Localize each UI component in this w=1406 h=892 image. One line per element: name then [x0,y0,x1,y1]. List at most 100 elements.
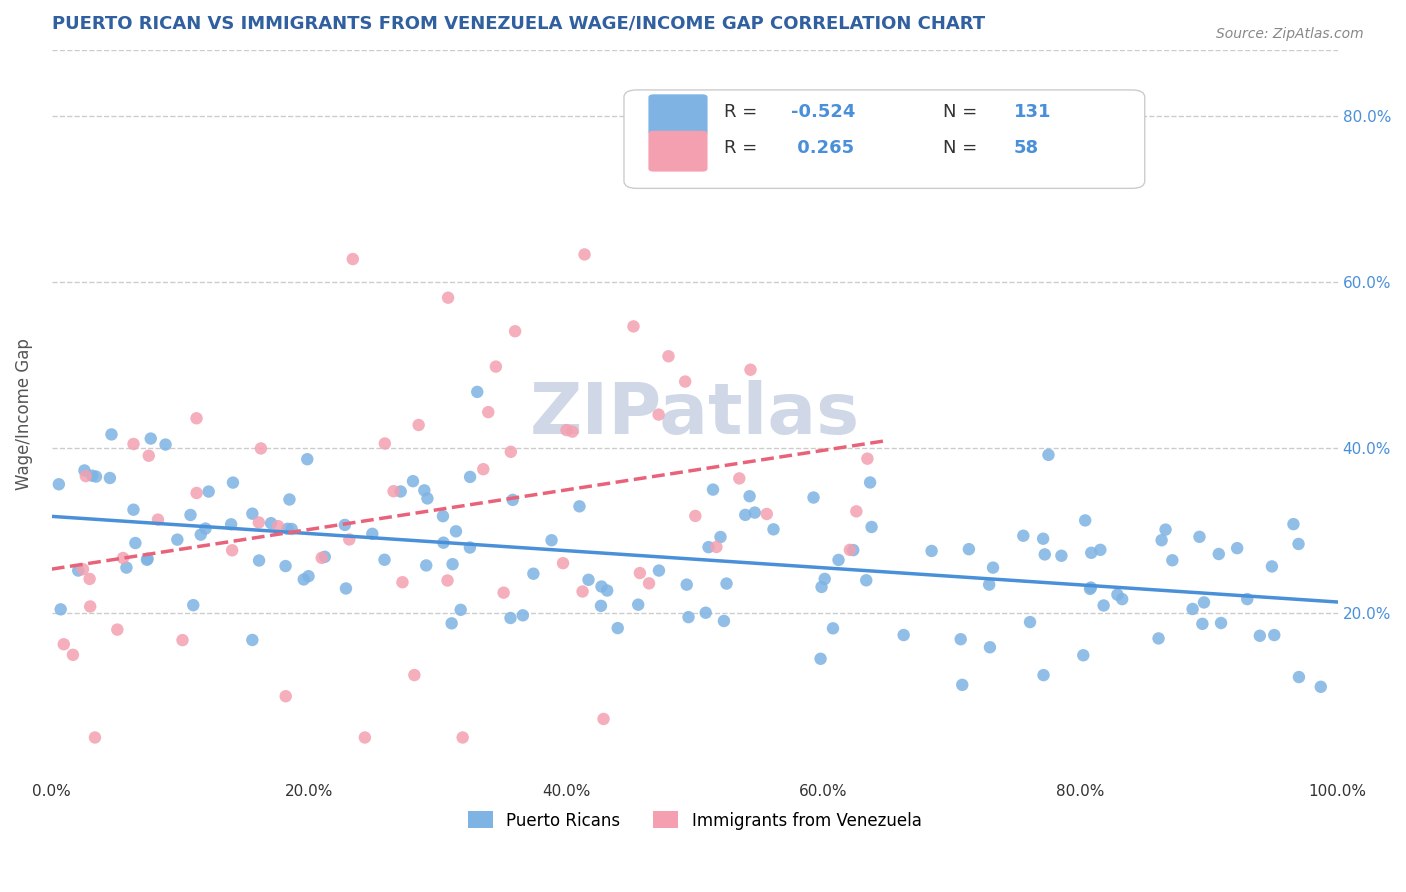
Point [82,468,104,483]
Point [190,527,212,541]
Point [860,520,883,534]
Point [314,549,336,564]
Point [981,560,1004,574]
Point [596,583,619,598]
Point [1209,615,1232,630]
Point [623,319,645,334]
Text: 58: 58 [1014,139,1039,157]
Point [311,550,333,565]
Point [1161,553,1184,567]
Point [1226,541,1249,556]
Point [297,569,319,583]
Point [702,483,724,497]
Point [1150,533,1173,548]
Point [578,573,600,587]
Point [1288,670,1310,684]
Point [950,678,973,692]
Point [52,637,75,651]
Point [589,599,612,613]
Point [1090,542,1112,557]
Point [979,640,1001,655]
Text: Source: ZipAtlas.com: Source: ZipAtlas.com [1216,27,1364,41]
Point [100,427,122,442]
Point [222,475,245,490]
Point [561,425,583,439]
Point [49,602,72,616]
Point [267,519,290,533]
Point [444,524,467,539]
Point [247,516,270,530]
Point [827,553,849,567]
Point [1236,592,1258,607]
Point [98,471,121,485]
Point [838,542,860,557]
Point [48,477,70,491]
Point [1032,532,1054,546]
Text: 131: 131 [1014,103,1052,120]
Point [949,632,972,647]
Point [1261,559,1284,574]
Point [389,484,412,499]
Point [247,553,270,567]
Point [361,526,384,541]
Point [678,610,700,624]
Point [441,557,464,571]
Point [437,291,460,305]
Point [1191,616,1213,631]
Point [408,417,430,432]
Point [762,522,785,536]
Point [628,566,651,580]
Point [297,452,319,467]
Point [728,471,751,485]
Point [551,556,574,570]
Point [138,449,160,463]
Point [675,577,697,591]
Point [274,559,297,574]
Point [1181,602,1204,616]
Point [921,544,943,558]
Point [706,540,728,554]
Point [1309,680,1331,694]
Point [814,572,837,586]
Point [136,551,159,566]
Point [1080,546,1102,560]
Point [592,712,614,726]
Point [465,384,488,399]
Point [648,564,671,578]
Point [416,491,439,506]
Text: ZIPatlas: ZIPatlas [530,380,859,449]
Point [391,575,413,590]
Point [1208,547,1230,561]
FancyBboxPatch shape [624,90,1144,188]
Point [458,470,481,484]
Point [755,507,778,521]
Point [1080,581,1102,595]
Point [62,648,84,662]
Point [181,598,204,612]
Point [280,522,302,536]
Point [240,507,263,521]
Point [402,474,425,488]
Text: R =: R = [724,139,763,157]
Point [1249,629,1271,643]
Text: PUERTO RICAN VS IMMIGRANTS FROM VENEZUELA WAGE/INCOME GAP CORRELATION CHART: PUERTO RICAN VS IMMIGRANTS FROM VENEZUEL… [52,15,984,33]
Point [115,560,138,574]
Point [1074,513,1097,527]
Point [374,436,396,450]
Point [697,540,720,554]
Point [1288,537,1310,551]
Point [172,633,194,648]
Text: 0.265: 0.265 [792,139,855,157]
Point [591,580,613,594]
Point [638,576,661,591]
Point [72,562,94,576]
Point [1107,588,1129,602]
Point [492,585,515,599]
Point [713,614,735,628]
Point [810,580,832,594]
Point [738,489,761,503]
Point [1050,549,1073,563]
Point [342,252,364,266]
Point [79,572,101,586]
Point [485,359,508,374]
